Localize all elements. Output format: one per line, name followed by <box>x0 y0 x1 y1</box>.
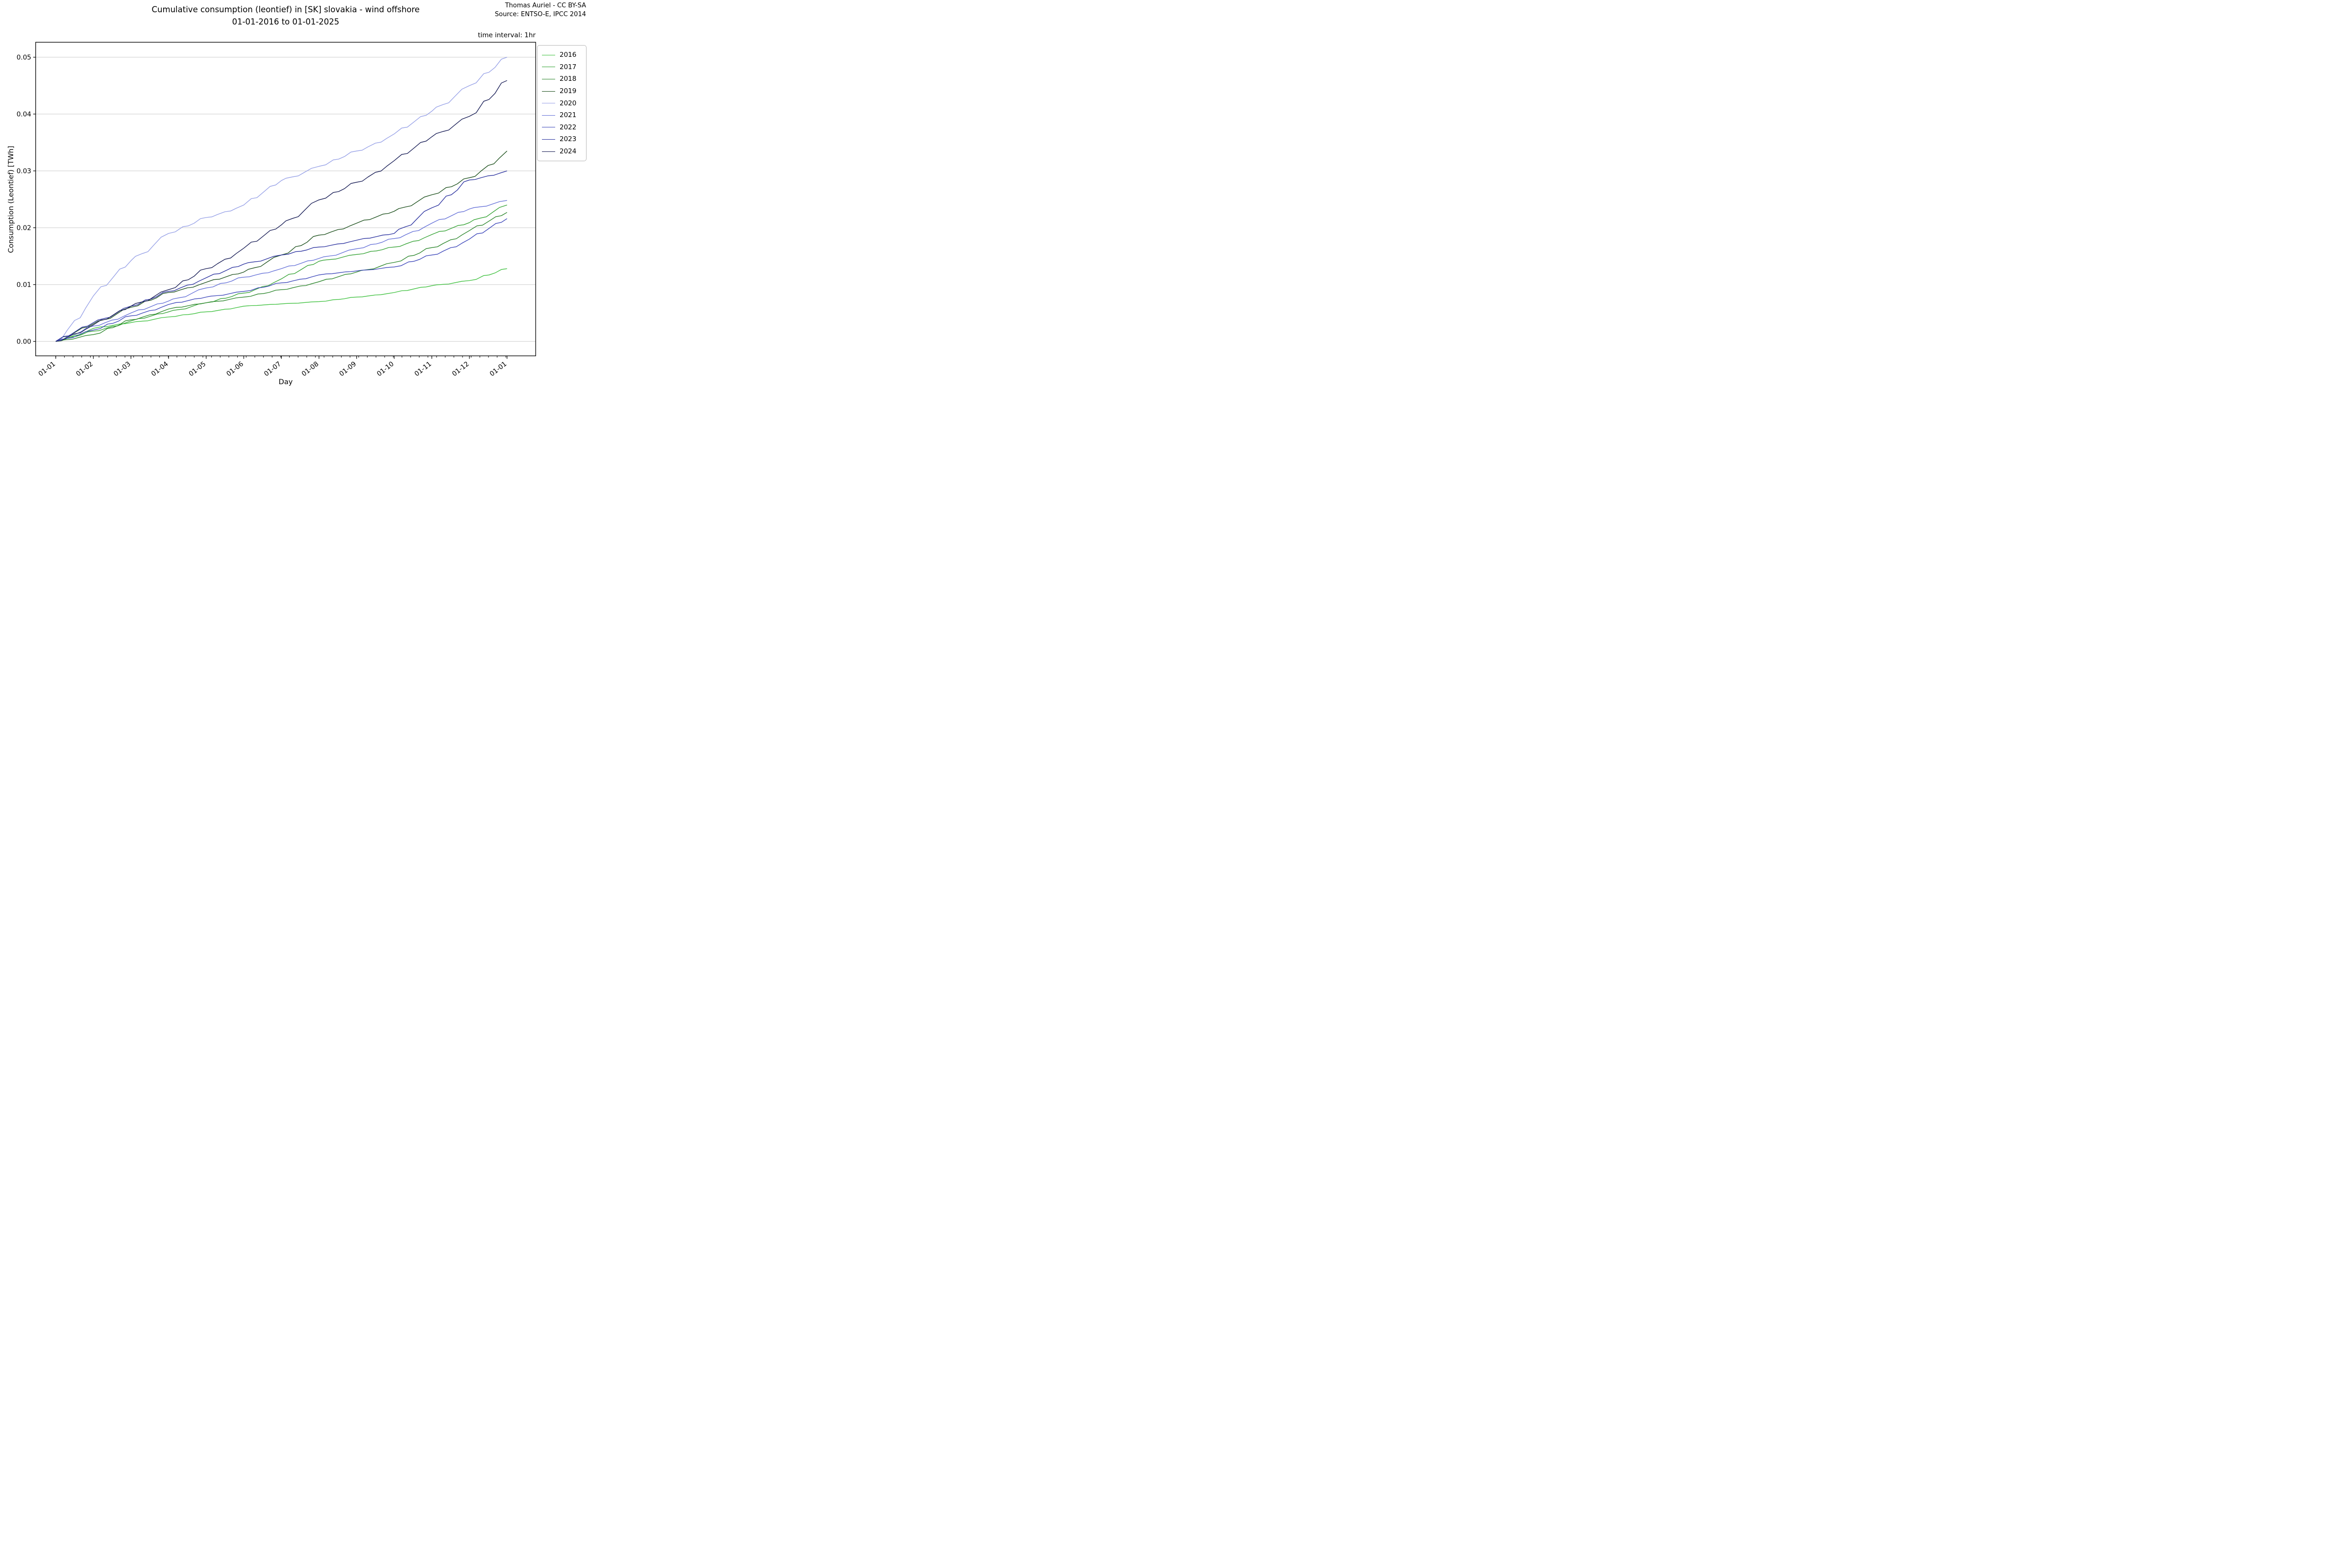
x-tick-label: 01-03 <box>112 360 132 378</box>
y-tick-label: 0.04 <box>17 110 31 118</box>
attribution: Thomas Auriel - CC BY-SA Source: ENTSO-E… <box>495 1 586 19</box>
x-tick-label: 01-07 <box>263 360 283 378</box>
x-axis-label: Day <box>278 378 293 386</box>
x-tick-label: 01-09 <box>338 360 358 378</box>
series-line-2017 <box>55 204 507 342</box>
legend-label: 2024 <box>560 147 577 156</box>
legend-item-2021: 2021 <box>542 109 582 122</box>
legend-label: 2020 <box>560 99 577 107</box>
y-tick-label: 0.05 <box>17 53 31 61</box>
x-tick-label: 01-06 <box>225 360 245 378</box>
legend-label: 2023 <box>560 135 577 144</box>
legend-label: 2022 <box>560 123 577 131</box>
series-line-2021 <box>55 200 507 342</box>
x-tick-label: 01-12 <box>451 360 471 378</box>
x-tick-label: 01-05 <box>187 360 207 378</box>
legend-item-2024: 2024 <box>542 146 582 158</box>
series-line-2023 <box>55 171 507 342</box>
legend-label: 2017 <box>560 63 577 71</box>
legend-line-swatch <box>542 115 555 116</box>
legend-item-2020: 2020 <box>542 97 582 109</box>
legend: 2016 2017 2018 2019 2020 2021 2022 2023 2024 <box>537 45 587 162</box>
legend-label: 2019 <box>560 87 577 96</box>
attribution-source: Source: ENTSO-E, IPCC 2014 <box>494 10 586 18</box>
time-interval-note: time interval: 1hr <box>478 31 536 39</box>
legend-item-2017: 2017 <box>542 61 582 74</box>
x-tick-label: 01-11 <box>413 360 433 378</box>
series-line-2020 <box>55 57 507 342</box>
series-line-2022 <box>55 218 508 342</box>
chart-title: Cumulative consumption (leontief) in [SK… <box>152 4 420 28</box>
x-tick-label: 01-01 <box>37 360 57 378</box>
legend-item-2019: 2019 <box>542 85 582 98</box>
y-tick-label: 0.03 <box>17 167 31 175</box>
chart-title-line1: Cumulative consumption (leontief) in [SK… <box>151 5 420 14</box>
legend-item-2016: 2016 <box>542 49 582 61</box>
legend-line-swatch <box>542 139 555 140</box>
x-tick-label: 01-01 <box>488 360 508 378</box>
chart-title-line2: 01-01-2016 to 01-01-2025 <box>232 17 340 26</box>
plot-border <box>35 42 536 356</box>
legend-label: 2016 <box>560 51 577 59</box>
attribution-author: Thomas Auriel - CC BY-SA <box>505 2 586 9</box>
figure: Cumulative consumption (leontief) in [SK… <box>0 0 588 392</box>
legend-item-2022: 2022 <box>542 122 582 134</box>
legend-line-swatch <box>542 91 555 92</box>
legend-item-2018: 2018 <box>542 73 582 85</box>
y-tick-label: 0.02 <box>17 224 31 232</box>
y-tick-label: 0.00 <box>17 338 31 345</box>
x-tick-label: 01-10 <box>375 360 395 378</box>
consumption-chart: 0.00 0.01 0.02 0.03 0.04 0.05 01-01 01-02 01-03 0… <box>17 42 536 378</box>
series-line-2016 <box>55 268 507 342</box>
x-tick-label: 01-04 <box>150 360 170 378</box>
legend-label: 2018 <box>560 75 577 83</box>
series-line-2024 <box>55 80 508 342</box>
series-line-2019 <box>55 150 508 342</box>
legend-item-2023: 2023 <box>542 133 582 146</box>
x-tick-label: 01-08 <box>300 360 320 378</box>
legend-line-swatch <box>542 151 555 152</box>
legend-label: 2021 <box>560 111 577 120</box>
x-tick-label: 01-02 <box>74 360 95 378</box>
y-tick-label: 0.01 <box>17 281 31 289</box>
series-line-2018 <box>55 212 508 342</box>
